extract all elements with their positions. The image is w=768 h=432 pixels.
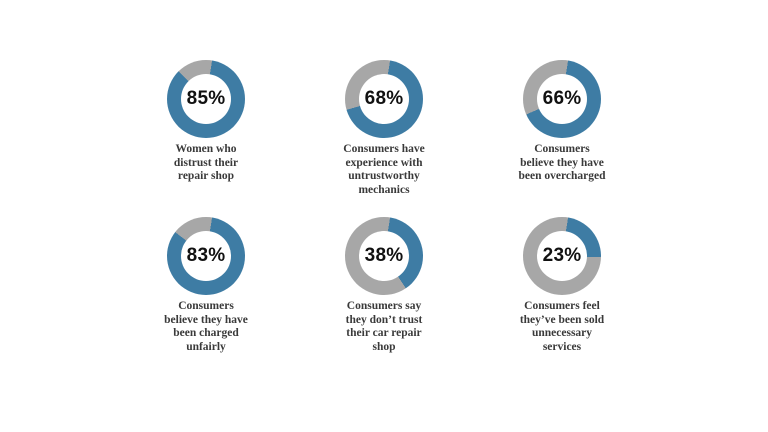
donut-caption: Consumers believe they have been overcha… bbox=[518, 143, 606, 182]
donut-hole: 66% bbox=[537, 74, 587, 124]
donut-hole: 83% bbox=[181, 231, 231, 281]
donut-card: 83% Consumers believe they have been cha… bbox=[121, 217, 291, 354]
donut-percent-label: 66% bbox=[542, 88, 582, 109]
donut-caption: Consumers say they don’t trust their car… bbox=[345, 300, 423, 353]
donut-caption: Consumers feel they’ve been sold unneces… bbox=[519, 300, 605, 353]
donut-hole: 23% bbox=[537, 231, 587, 281]
donut-hole: 38% bbox=[359, 231, 409, 281]
donut-caption: Women who distrust their repair shop bbox=[173, 143, 239, 182]
donut-percent-label: 83% bbox=[186, 245, 226, 266]
donut-chart: 68% bbox=[345, 60, 423, 138]
donut-percent-label: 38% bbox=[364, 245, 404, 266]
donut-card: 68% Consumers have experience with untru… bbox=[299, 60, 469, 197]
donut-chart: 38% bbox=[345, 217, 423, 295]
donut-card: 23% Consumers feel they’ve been sold unn… bbox=[477, 217, 647, 354]
donut-percent-label: 85% bbox=[186, 88, 226, 109]
donut-card: 85% Women who distrust their repair shop bbox=[121, 60, 291, 197]
donut-percent-label: 23% bbox=[542, 245, 582, 266]
donut-grid: 85% Women who distrust their repair shop… bbox=[121, 60, 647, 354]
donut-chart: 83% bbox=[167, 217, 245, 295]
donut-card: 66% Consumers believe they have been ove… bbox=[477, 60, 647, 197]
donut-hole: 85% bbox=[181, 74, 231, 124]
donut-chart: 85% bbox=[167, 60, 245, 138]
donut-chart: 66% bbox=[523, 60, 601, 138]
donut-chart: 23% bbox=[523, 217, 601, 295]
donut-percent-label: 68% bbox=[364, 88, 404, 109]
donut-caption: Consumers believe they have been charged… bbox=[164, 300, 248, 353]
donut-caption: Consumers have experience with untrustwo… bbox=[343, 143, 425, 196]
donut-card: 38% Consumers say they don’t trust their… bbox=[299, 217, 469, 354]
donut-hole: 68% bbox=[359, 74, 409, 124]
